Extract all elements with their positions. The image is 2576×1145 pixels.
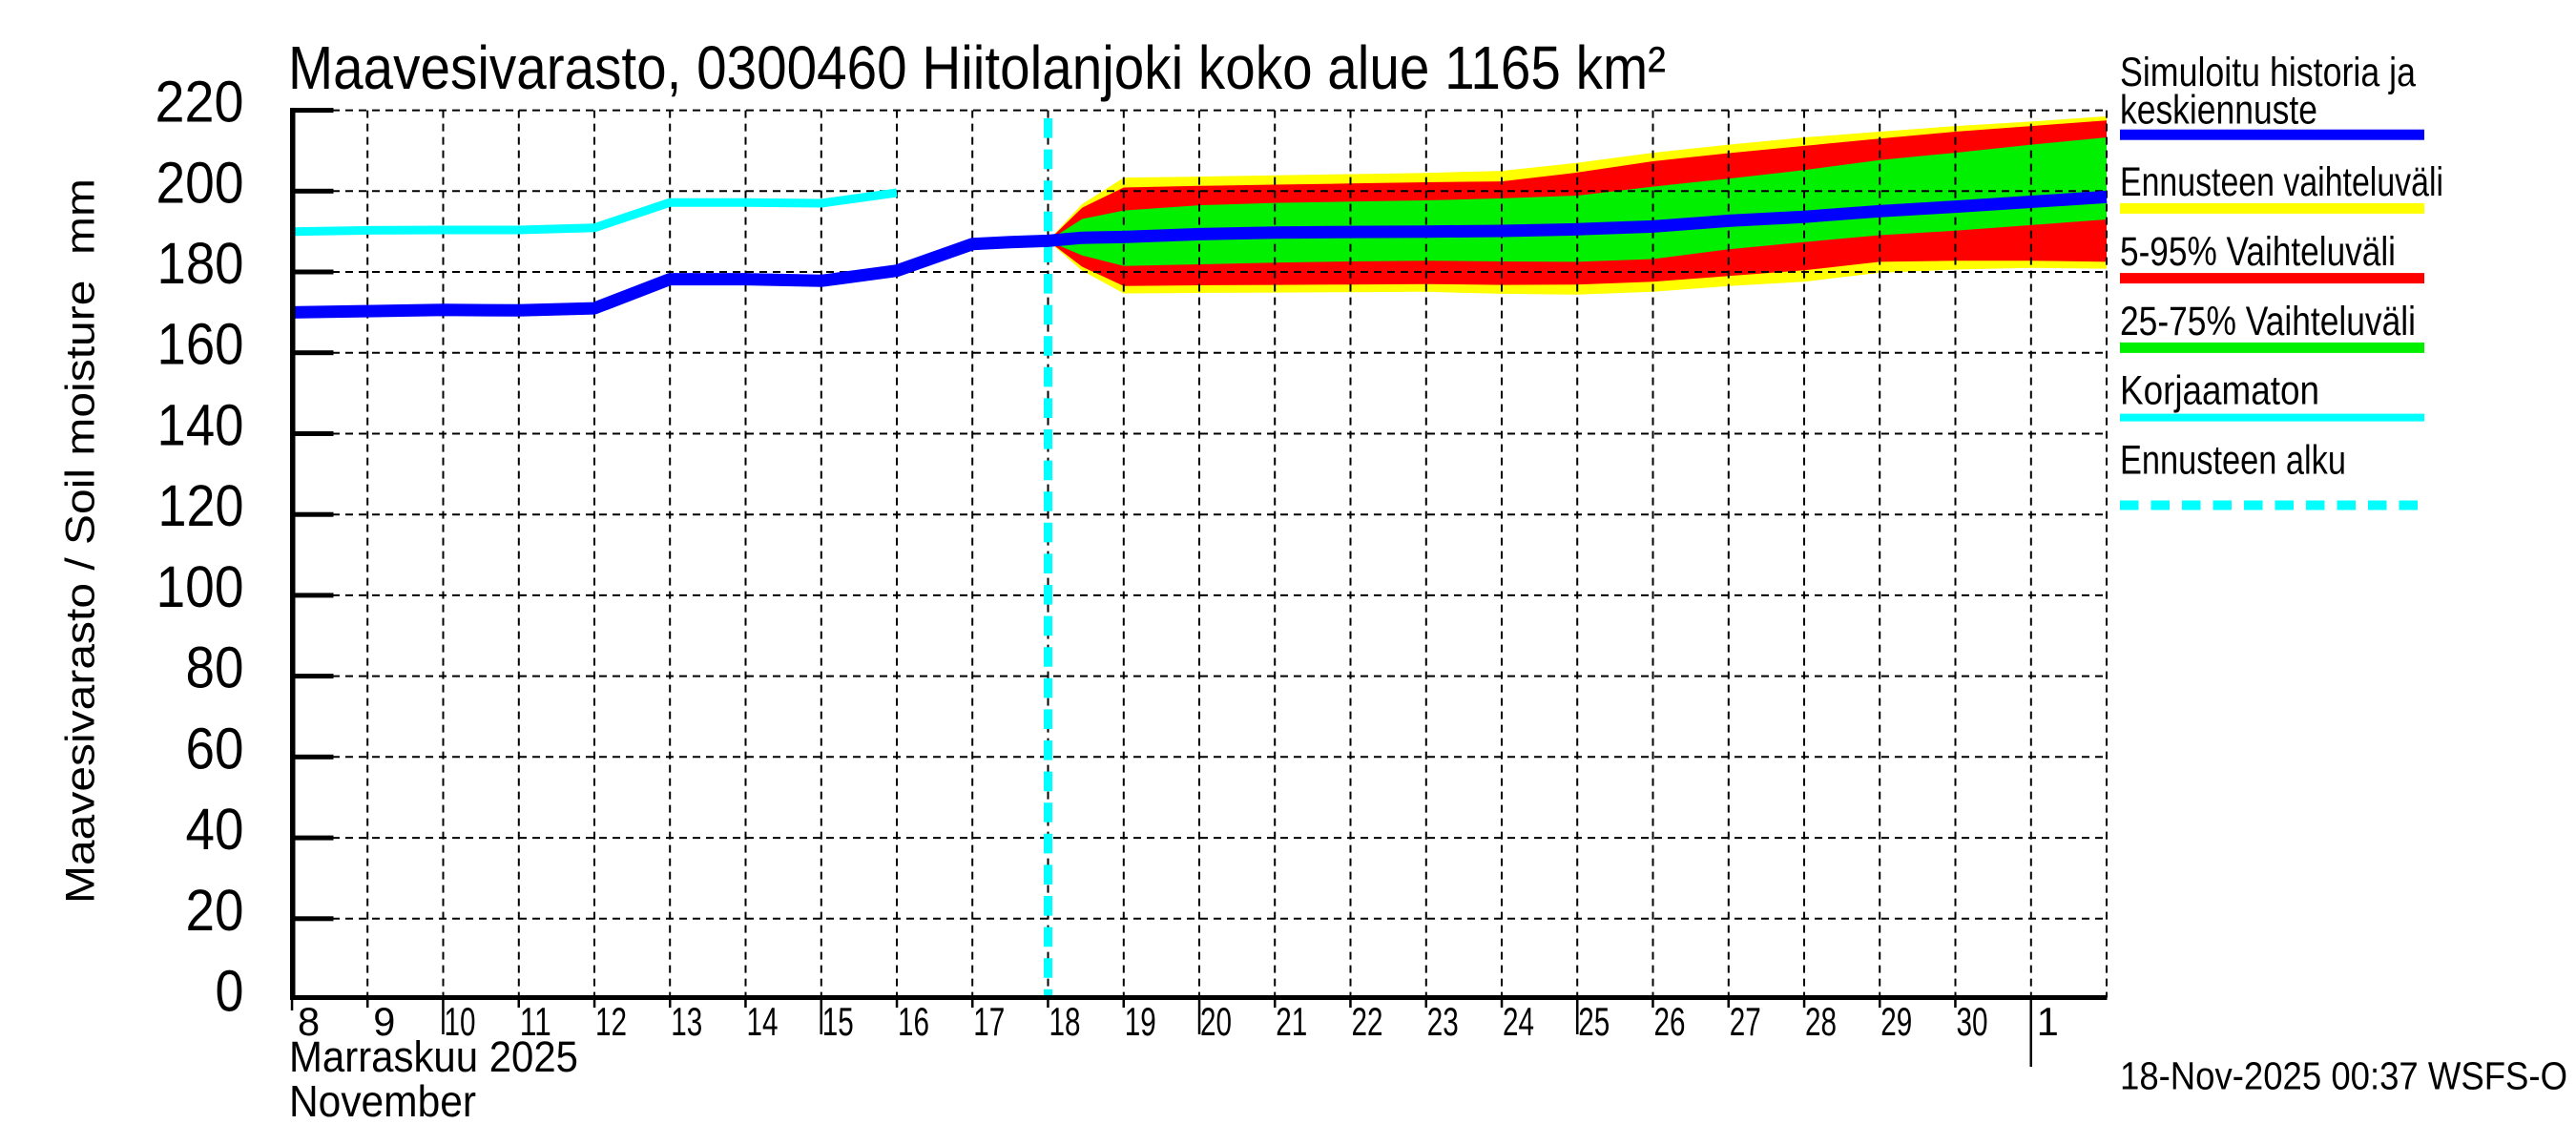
- svg-text:18-Nov-2025 00:37 WSFS-O: 18-Nov-2025 00:37 WSFS-O: [2120, 1054, 2567, 1098]
- svg-text:Marraskuu 2025: Marraskuu 2025: [289, 1032, 578, 1081]
- svg-text:1: 1: [2037, 999, 2059, 1044]
- svg-text:80: 80: [186, 635, 244, 700]
- svg-text:140: 140: [157, 392, 244, 457]
- svg-text:180: 180: [157, 231, 244, 296]
- svg-text:November: November: [289, 1076, 476, 1126]
- svg-text:15: 15: [822, 999, 854, 1044]
- svg-text:13: 13: [671, 999, 702, 1044]
- svg-text:9: 9: [373, 999, 395, 1044]
- svg-text:14: 14: [747, 999, 779, 1044]
- svg-text:100: 100: [156, 554, 244, 619]
- svg-text:19: 19: [1125, 999, 1156, 1044]
- svg-text:12: 12: [595, 999, 627, 1044]
- svg-text:10: 10: [445, 999, 476, 1044]
- svg-text:keskiennuste: keskiennuste: [2120, 88, 2317, 134]
- svg-text:20: 20: [1200, 999, 1232, 1044]
- svg-text:27: 27: [1730, 999, 1761, 1044]
- svg-text:Simuloitu historia ja: Simuloitu historia ja: [2120, 50, 2416, 95]
- svg-text:11: 11: [520, 999, 551, 1044]
- svg-text:Maavesivarasto, 0300460 Hiitol: Maavesivarasto, 0300460 Hiitolanjoki kok…: [288, 33, 1666, 102]
- svg-text:22: 22: [1352, 999, 1383, 1044]
- svg-text:40: 40: [186, 797, 244, 862]
- svg-text:0: 0: [216, 959, 244, 1024]
- svg-text:16: 16: [898, 999, 929, 1044]
- svg-text:160: 160: [157, 312, 244, 377]
- svg-text:26: 26: [1654, 999, 1686, 1044]
- svg-text:20: 20: [186, 878, 244, 943]
- svg-text:Korjaamaton: Korjaamaton: [2120, 368, 2319, 414]
- svg-text:60: 60: [186, 716, 244, 781]
- svg-text:21: 21: [1276, 999, 1307, 1044]
- svg-text:17: 17: [973, 999, 1005, 1044]
- svg-text:8: 8: [298, 999, 320, 1044]
- svg-text:220: 220: [156, 70, 244, 135]
- svg-text:30: 30: [1957, 999, 1988, 1044]
- svg-text:25-75% Vaihteluväli: 25-75% Vaihteluväli: [2120, 299, 2416, 344]
- svg-text:18: 18: [1049, 999, 1081, 1044]
- svg-text:Ennusteen alku: Ennusteen alku: [2120, 437, 2346, 483]
- svg-text:24: 24: [1503, 999, 1534, 1044]
- svg-text:25: 25: [1578, 999, 1610, 1044]
- svg-text:29: 29: [1880, 999, 1912, 1044]
- svg-text:28: 28: [1805, 999, 1837, 1044]
- svg-text:Maavesivarasto / Soil moisture: Maavesivarasto / Soil moisture mm: [58, 178, 104, 904]
- svg-text:23: 23: [1427, 999, 1459, 1044]
- svg-text:5-95% Vaihteluväli: 5-95% Vaihteluväli: [2120, 229, 2396, 275]
- svg-text:200: 200: [156, 150, 244, 215]
- svg-text:Ennusteen vaihteluväli: Ennusteen vaihteluväli: [2120, 159, 2443, 205]
- svg-text:120: 120: [158, 473, 244, 538]
